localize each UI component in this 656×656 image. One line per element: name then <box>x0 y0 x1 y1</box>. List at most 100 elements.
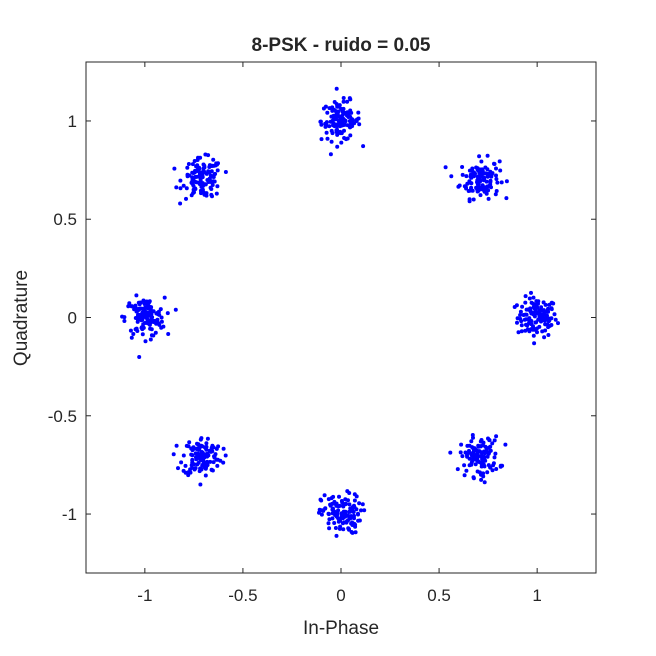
data-point-symbol-5 <box>198 466 203 471</box>
data-point-symbol-0 <box>531 333 536 338</box>
data-point-symbol-4 <box>147 299 152 304</box>
data-point-symbol-6 <box>346 498 350 503</box>
data-point-symbol-4 <box>140 325 144 330</box>
data-point-symbol-3 <box>201 162 206 167</box>
data-point-symbol-6 <box>323 506 328 511</box>
data-point-symbol-5 <box>199 436 204 441</box>
data-point-symbol-4 <box>132 307 137 312</box>
data-point-symbol-6 <box>344 519 349 524</box>
data-point-symbol-6 <box>350 507 355 512</box>
data-point-symbol-6 <box>326 521 331 526</box>
data-point-symbol-5 <box>218 458 223 463</box>
x-tick-label: -0.5 <box>228 586 257 605</box>
data-point-symbol-0 <box>549 306 554 311</box>
axis-ticks: -1 -0.5 0 0.5 1 -1 -0.5 0 0.5 1 <box>48 62 596 605</box>
data-point-symbol-1 <box>488 178 493 183</box>
data-point-symbol-3 <box>189 180 194 185</box>
data-point-symbol-1 <box>494 189 499 193</box>
data-point-symbol-3 <box>207 176 212 181</box>
data-point-symbol-2 <box>338 129 343 134</box>
data-point-symbol-6 <box>352 498 357 503</box>
data-point-symbol-5 <box>198 457 203 462</box>
data-point-symbol-3 <box>197 181 202 186</box>
data-point-symbol-7 <box>448 450 453 455</box>
data-point-symbol-5 <box>221 460 226 465</box>
data-point-symbol-3 <box>213 163 218 168</box>
data-point-symbol-0 <box>527 319 532 324</box>
data-point-symbol-5 <box>189 452 194 457</box>
data-point-symbol-6 <box>349 530 354 534</box>
data-point-symbol-2 <box>356 110 361 115</box>
data-point-symbol-2 <box>328 152 333 157</box>
data-point-symbol-6 <box>332 501 337 506</box>
data-point-symbol-0 <box>518 309 523 314</box>
data-point-symbol-4 <box>161 324 166 329</box>
data-point-symbol-3 <box>174 185 179 190</box>
data-point-symbol-2 <box>327 124 332 129</box>
data-point-symbol-0 <box>537 316 542 321</box>
data-point-symbol-6 <box>337 526 342 531</box>
data-point-symbol-5 <box>204 465 208 470</box>
data-point-symbol-5 <box>198 482 203 487</box>
data-point-symbol-6 <box>317 510 321 515</box>
data-point-symbol-0 <box>546 309 551 314</box>
data-point-symbol-7 <box>486 445 491 450</box>
data-point-symbol-2 <box>323 124 328 129</box>
data-point-symbol-7 <box>471 475 476 480</box>
data-point-symbol-7 <box>460 454 465 459</box>
data-point-symbol-0 <box>527 296 532 301</box>
data-point-symbol-3 <box>211 157 216 162</box>
data-point-symbol-0 <box>543 302 548 307</box>
data-point-symbol-7 <box>492 438 497 443</box>
data-point-symbol-4 <box>140 332 145 337</box>
x-axis-label: In-Phase <box>303 618 379 639</box>
data-point-symbol-6 <box>337 494 341 499</box>
data-point-symbol-7 <box>485 454 490 459</box>
data-point-symbol-0 <box>546 333 551 337</box>
data-point-symbol-5 <box>210 443 215 448</box>
data-point-symbol-5 <box>210 449 215 454</box>
data-point-symbol-5 <box>195 451 200 456</box>
data-point-symbol-1 <box>494 177 499 181</box>
data-point-symbol-2 <box>339 121 344 125</box>
data-point-symbol-1 <box>470 188 475 193</box>
data-point-symbol-7 <box>475 459 480 463</box>
data-point-symbol-7 <box>465 454 470 459</box>
data-point-symbol-3 <box>178 201 183 206</box>
data-point-symbol-5 <box>171 452 176 457</box>
x-tick-label: 0.5 <box>427 586 451 605</box>
data-point-symbol-7 <box>469 462 474 467</box>
data-point-symbol-4 <box>145 313 150 318</box>
data-point-symbol-0 <box>545 313 549 318</box>
data-point-symbol-5 <box>200 463 205 468</box>
data-point-symbol-5 <box>211 460 216 465</box>
data-point-symbol-7 <box>470 433 475 437</box>
data-points <box>120 86 560 538</box>
data-point-symbol-1 <box>488 169 493 174</box>
data-point-symbol-1 <box>460 165 465 169</box>
data-point-symbol-5 <box>181 453 186 458</box>
data-point-symbol-7 <box>492 455 497 460</box>
data-point-symbol-1 <box>478 167 483 172</box>
x-tick-label: 1 <box>532 586 541 605</box>
data-point-symbol-6 <box>347 527 351 532</box>
data-point-symbol-5 <box>176 466 180 471</box>
data-point-symbol-3 <box>196 169 201 174</box>
data-point-symbol-1 <box>484 179 489 184</box>
data-point-symbol-4 <box>145 316 150 321</box>
data-point-symbol-5 <box>196 460 201 465</box>
data-point-symbol-2 <box>341 96 346 100</box>
data-point-symbol-1 <box>486 196 491 201</box>
data-point-symbol-0 <box>547 318 552 323</box>
data-point-symbol-0 <box>542 335 547 340</box>
data-point-symbol-0 <box>553 317 558 322</box>
data-point-symbol-4 <box>140 306 145 311</box>
data-point-symbol-5 <box>208 459 213 464</box>
data-point-symbol-2 <box>342 117 347 122</box>
data-point-symbol-6 <box>333 526 338 530</box>
data-point-symbol-6 <box>357 518 362 523</box>
data-point-symbol-1 <box>464 174 469 179</box>
data-point-symbol-5 <box>194 455 198 460</box>
data-point-symbol-0 <box>534 309 539 314</box>
data-point-symbol-4 <box>162 295 167 300</box>
